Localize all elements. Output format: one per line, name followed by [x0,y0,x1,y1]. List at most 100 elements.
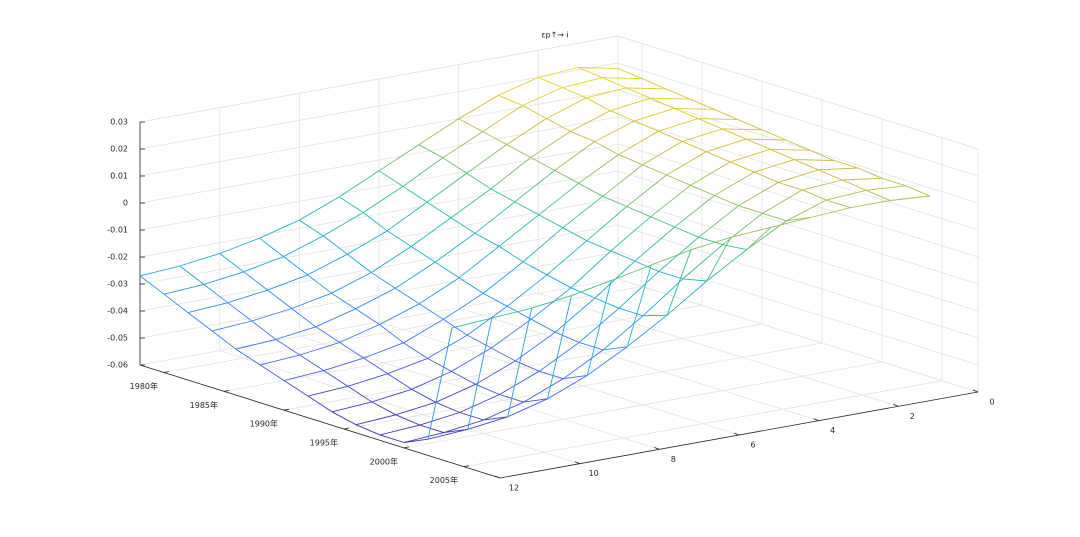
mesh-line [435,401,460,413]
mesh-line [626,174,667,207]
mesh-line [379,324,404,344]
x-tick [813,418,819,422]
mesh-line [618,307,644,317]
mesh-line [259,219,300,239]
mesh-line [730,226,771,238]
mesh-line [451,371,476,385]
mesh-line [339,324,380,343]
mesh-line [474,201,516,234]
mesh-line [778,169,819,183]
mesh-line [809,149,835,161]
mesh-line [323,370,349,387]
mesh-line [570,130,595,143]
grid-line [403,118,883,449]
mesh-line [371,272,396,289]
mesh-line [881,177,907,187]
mesh-line [602,164,643,197]
mesh-line [546,240,588,276]
mesh-line [347,373,388,387]
mesh-line [802,189,827,201]
mesh-line [203,284,229,304]
z-tick-label: 0.01 [110,172,128,181]
grid-line [139,89,979,204]
x-tick [494,475,501,479]
mesh-line [251,320,277,340]
mesh-line [387,373,412,390]
mesh-line [682,278,707,282]
mesh-line [219,253,244,273]
mesh-line [706,249,747,282]
grid-line [298,93,660,450]
y-tick-label: 1985年 [190,400,218,410]
mesh-line [362,186,404,213]
mesh-line [538,67,579,78]
mesh-line [857,167,883,179]
mesh-line [403,438,429,443]
grid-line [223,62,703,392]
mesh-line [713,108,739,121]
mesh-line [203,271,244,285]
mesh-line [411,388,436,403]
grid-line [283,81,763,411]
x-tick [654,446,660,450]
mesh-line [658,130,683,142]
mesh-line [714,171,755,196]
mesh-line [786,199,827,222]
mesh-line [458,118,483,132]
mesh-line [666,151,707,176]
mesh-line [746,227,772,250]
mesh-line [243,256,284,273]
z-tick-label: -0.04 [107,307,128,316]
mesh-line [387,357,428,375]
mesh-line [730,161,755,173]
mesh-line [586,280,612,376]
mesh-line [458,94,499,120]
mesh-line [802,179,843,191]
mesh-line [690,161,731,186]
mesh-line [482,131,507,145]
mesh-line [850,200,891,209]
mesh-line [665,88,691,100]
z-tick-label: -0.03 [107,280,128,289]
mesh-line [618,154,643,166]
mesh-line [403,432,444,443]
mesh-line [626,314,668,348]
mesh-line [634,120,659,132]
mesh-line [554,170,579,184]
mesh-line [379,424,420,436]
mesh-line [618,271,660,309]
mesh-line [674,107,715,110]
mesh-line [546,118,571,132]
mesh-line [515,331,556,362]
mesh-line [658,118,699,132]
mesh-line [698,118,739,121]
mesh-line [434,232,476,263]
mesh-line [706,138,747,153]
y-tick [343,427,350,430]
mesh-line [586,240,611,252]
y-tick-label: 1990年 [250,419,278,429]
mesh-line [578,67,619,69]
mesh-line [355,308,380,325]
mesh-line [618,130,659,155]
mesh-line [291,292,332,309]
mesh-line [890,195,931,201]
z-tick-label: 0.02 [110,145,128,154]
mesh-line [562,195,603,229]
mesh-line [570,110,611,132]
mesh-line [737,119,763,131]
mesh-line [611,264,652,281]
mesh-line [826,199,851,209]
mesh-line [538,182,579,216]
mesh-line [666,280,708,316]
mesh-line [507,398,548,418]
mesh-line [443,293,484,320]
mesh-line [491,347,516,362]
mesh-line [754,159,795,173]
mesh-line [362,212,388,232]
mesh-line [475,383,500,395]
mesh-line [594,260,636,299]
mesh-line [641,78,667,90]
mesh-line [554,297,596,333]
mesh-line [466,172,492,190]
